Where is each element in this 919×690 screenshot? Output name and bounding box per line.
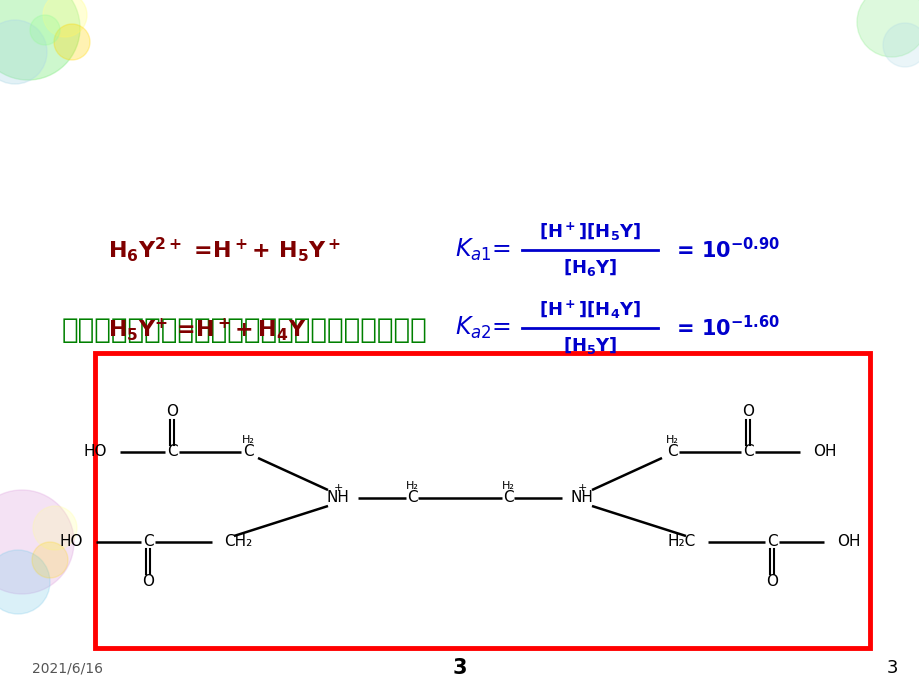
- Text: CH₂: CH₂: [223, 535, 252, 549]
- Text: +: +: [333, 483, 342, 493]
- Text: O: O: [766, 575, 777, 589]
- Text: $\mathbf{=\,10^{-0.90}}$: $\mathbf{=\,10^{-0.90}}$: [671, 237, 779, 263]
- Text: $\boldsymbol{\mathit{K}_{a2}}$=: $\boldsymbol{\mathit{K}_{a2}}$=: [455, 315, 511, 341]
- Text: H₂: H₂: [501, 481, 514, 491]
- Text: 2021/6/16: 2021/6/16: [32, 661, 103, 675]
- Text: OH: OH: [812, 444, 835, 460]
- Text: H₂: H₂: [405, 481, 418, 491]
- Circle shape: [0, 0, 80, 80]
- Text: C: C: [766, 535, 777, 549]
- Text: H₂: H₂: [664, 435, 677, 445]
- FancyBboxPatch shape: [95, 353, 869, 648]
- Circle shape: [32, 542, 68, 578]
- Text: C: C: [666, 444, 676, 460]
- Text: C: C: [742, 444, 753, 460]
- Text: H₂C: H₂C: [667, 535, 696, 549]
- Text: $\mathbf{[H^+][H_5Y]}$: $\mathbf{[H^+][H_5Y]}$: [539, 221, 641, 243]
- Circle shape: [0, 550, 50, 614]
- Text: C: C: [142, 535, 153, 549]
- Text: $\mathbf{=\,10^{-1.60}}$: $\mathbf{=\,10^{-1.60}}$: [671, 315, 779, 341]
- Text: OH: OH: [836, 535, 859, 549]
- Circle shape: [0, 20, 47, 84]
- Text: 3: 3: [885, 659, 897, 677]
- Circle shape: [30, 15, 60, 45]
- Text: O: O: [165, 404, 177, 420]
- Circle shape: [857, 0, 919, 57]
- Text: $\boldsymbol{\mathit{K}_{a1}}$=: $\boldsymbol{\mathit{K}_{a1}}$=: [455, 237, 511, 263]
- Text: HO: HO: [84, 444, 107, 460]
- Text: 3: 3: [452, 658, 467, 678]
- Text: $\mathbf{H_5Y^{+}\ \!=\!H^+\!+H_4Y}$: $\mathbf{H_5Y^{+}\ \!=\!H^+\!+H_4Y}$: [108, 317, 306, 344]
- Text: C: C: [166, 444, 177, 460]
- Text: NH: NH: [326, 491, 349, 506]
- Text: +: +: [577, 483, 586, 493]
- Circle shape: [0, 490, 74, 594]
- Text: C: C: [406, 491, 417, 506]
- Circle shape: [43, 0, 87, 37]
- Circle shape: [882, 23, 919, 67]
- Text: $\mathbf{[H^+][H_4Y]}$: $\mathbf{[H^+][H_4Y]}$: [539, 299, 641, 321]
- Circle shape: [54, 24, 90, 60]
- Text: $\mathbf{H_6Y^{2+}\ \!=\!H^+\!+\,H_5Y^+}$: $\mathbf{H_6Y^{2+}\ \!=\!H^+\!+\,H_5Y^+}…: [108, 235, 341, 264]
- Text: H₂: H₂: [242, 435, 255, 445]
- Text: C: C: [502, 491, 513, 506]
- Text: $\mathbf{[H_6Y]}$: $\mathbf{[H_6Y]}$: [562, 257, 617, 279]
- Text: C: C: [243, 444, 253, 460]
- Text: 在水溶液中存在有六级离解平衡和七种存在形式：: 在水溶液中存在有六级离解平衡和七种存在形式：: [62, 316, 427, 344]
- Text: O: O: [142, 575, 153, 589]
- Text: HO: HO: [60, 535, 83, 549]
- Text: NH: NH: [570, 491, 593, 506]
- Text: O: O: [742, 404, 754, 420]
- Text: $\mathbf{[H_5Y]}$: $\mathbf{[H_5Y]}$: [562, 335, 617, 357]
- Circle shape: [33, 506, 77, 550]
